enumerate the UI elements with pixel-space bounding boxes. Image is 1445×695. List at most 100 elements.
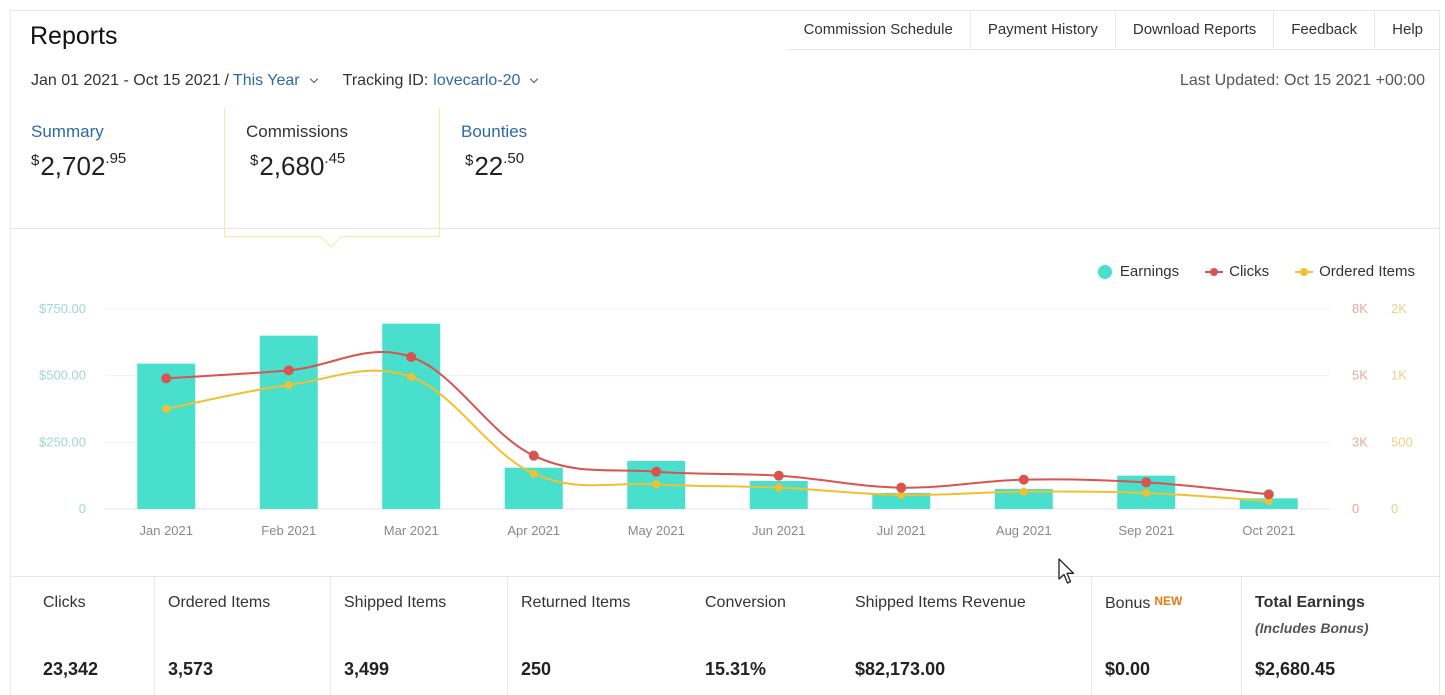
tracking-id-label: Tracking ID: xyxy=(342,72,429,89)
report-filters: Jan 01 2021 - Oct 15 2021 / This Year Tr… xyxy=(31,72,539,90)
stat-clicks-label: Clicks xyxy=(43,594,86,611)
y-right-clicks-tick-label: 3K xyxy=(1352,434,1368,449)
commissions-amount: $2,680.45 xyxy=(250,150,346,181)
stat-returned-items-value: 250 xyxy=(521,659,552,679)
x-tick-label: Jan 2021 xyxy=(140,523,194,538)
tab-commissions-label: Commissions xyxy=(246,122,349,141)
y-right-clicks-tick-label: 5K xyxy=(1352,368,1368,383)
top-nav: Commission Schedule Payment History Down… xyxy=(786,11,1440,50)
earnings-bar xyxy=(259,335,318,509)
clicks-point xyxy=(1018,474,1029,485)
ordered-items-point xyxy=(1019,487,1028,496)
commission-schedule-link[interactable]: Commission Schedule xyxy=(803,21,953,38)
x-tick-label: Mar 2021 xyxy=(384,523,439,538)
clicks-point xyxy=(651,466,662,477)
ordered-items-line xyxy=(166,369,1269,502)
x-tick-label: Jul 2021 xyxy=(877,523,926,538)
stat-total-earnings-value: $2,680.45 xyxy=(1255,659,1336,679)
stat-conversion-label: Conversion xyxy=(705,594,786,611)
stat-clicks: Clicks 23,342 xyxy=(30,577,154,695)
ordered-items-point xyxy=(162,405,171,413)
chart-legend: Earnings Clicks Ordered Items xyxy=(1072,263,1415,280)
stat-total-earnings-label: Total Earnings xyxy=(1255,594,1365,611)
x-tick-label: Apr 2021 xyxy=(507,523,560,538)
stat-shipped-items-revenue-label: Shipped Items Revenue xyxy=(855,594,1026,611)
payment-history-link[interactable]: Payment History xyxy=(969,11,1115,49)
last-updated-text: Last Updated: Oct 15 2021 +00:00 xyxy=(1179,72,1425,89)
clicks-point xyxy=(528,450,539,461)
clicks-point xyxy=(283,365,294,376)
y-right-items-tick-label: 0 xyxy=(1391,501,1398,516)
y-right-clicks-tick-label: 8K xyxy=(1352,301,1368,316)
y-left-tick-label: $750.00 xyxy=(39,301,86,316)
period-chevron-down-icon[interactable] xyxy=(309,74,318,84)
tracking-id-dropdown[interactable]: lovecarlo-20 xyxy=(433,72,521,89)
x-tick-label: Sep 2021 xyxy=(1118,523,1174,538)
period-dropdown[interactable]: This Year xyxy=(232,72,300,89)
ordered-items-point xyxy=(1142,489,1151,497)
tab-commissions[interactable]: Commissions $2,680.45 xyxy=(246,122,348,182)
ordered-items-point xyxy=(284,381,293,389)
tracking-id-chevron-down-icon[interactable] xyxy=(530,74,539,84)
x-tick-label: May 2021 xyxy=(628,523,685,538)
mouse-cursor-icon xyxy=(1058,558,1075,584)
y-right-items-tick-label: 2K xyxy=(1391,301,1407,316)
stat-total-earnings-note: (Includes Bonus) xyxy=(1255,620,1369,636)
clicks-legend-icon xyxy=(1205,267,1224,277)
ordered-items-legend-icon xyxy=(1295,267,1314,277)
clicks-point xyxy=(1141,477,1152,488)
stat-shipped-items: Shipped Items 3,499 xyxy=(330,577,507,695)
tabs-divider xyxy=(10,228,1440,229)
x-tick-label: Oct 2021 xyxy=(1242,523,1295,538)
stat-shipped-items-revenue: Shipped Items Revenue $82,173.00 xyxy=(842,577,1091,695)
clicks-point xyxy=(773,470,784,481)
earnings-legend-icon xyxy=(1097,264,1112,279)
stat-returned-items: Returned Items 250 xyxy=(507,577,692,695)
y-right-items-tick-label: 500 xyxy=(1391,434,1413,449)
stat-total-earnings: Total Earnings (Includes Bonus) $2,680.45 xyxy=(1241,577,1440,695)
earnings-bar xyxy=(382,323,441,509)
x-tick-label: Feb 2021 xyxy=(261,523,316,538)
ordered-items-point xyxy=(529,469,538,478)
stats-divider xyxy=(10,576,1440,577)
clicks-point xyxy=(161,373,172,384)
y-right-items-tick-label: 1K xyxy=(1391,368,1407,383)
help-link[interactable]: Help xyxy=(1374,11,1440,49)
stat-ordered-items: Ordered Items 3,573 xyxy=(154,577,330,695)
ordered-items-point xyxy=(1264,497,1273,505)
tab-summary[interactable]: Summary $2,702.95 xyxy=(31,122,126,182)
tab-bounties[interactable]: Bounties $22.50 xyxy=(461,122,527,182)
active-tab-pointer xyxy=(320,236,342,248)
clicks-point xyxy=(406,352,417,362)
legend-clicks[interactable]: Clicks xyxy=(1205,263,1269,280)
stat-ordered-items-label: Ordered Items xyxy=(168,594,271,611)
stat-shipped-items-revenue-value: $82,173.00 xyxy=(855,659,946,679)
tab-bounties-label: Bounties xyxy=(461,122,528,141)
stat-bonus-label: Bonus NEW xyxy=(1105,594,1183,612)
stat-ordered-items-value: 3,573 xyxy=(168,659,214,679)
new-badge: NEW xyxy=(1154,594,1183,608)
date-separator: / xyxy=(224,72,229,89)
ordered-items-point xyxy=(774,483,783,492)
y-left-tick-label: $500.00 xyxy=(39,368,86,383)
download-reports-link[interactable]: Download Reports xyxy=(1114,11,1273,49)
y-left-tick-label: $250.00 xyxy=(39,434,86,449)
earnings-bar xyxy=(994,489,1053,509)
legend-ordered-items[interactable]: Ordered Items xyxy=(1295,263,1415,280)
stat-shipped-items-label: Shipped Items xyxy=(344,594,447,611)
feedback-link[interactable]: Feedback xyxy=(1273,11,1374,49)
stat-conversion: Conversion 15.31% xyxy=(692,577,842,695)
report-panel xyxy=(10,10,1440,695)
date-range-text: Jan 01 2021 - Oct 15 2021 xyxy=(31,72,221,89)
ordered-items-point xyxy=(652,480,661,489)
legend-earnings[interactable]: Earnings xyxy=(1097,263,1179,280)
earnings-bar xyxy=(137,363,196,509)
tab-summary-label: Summary xyxy=(31,122,104,141)
earnings-chart: $750.00 8K 2K $500.00 5K 1K $250.00 3K 500 0 0 0 Jan… xyxy=(39,301,1413,538)
ordered-items-point xyxy=(407,373,416,381)
bounties-amount: $22.50 xyxy=(465,150,525,181)
clicks-point xyxy=(896,482,907,493)
stat-clicks-value: 23,342 xyxy=(43,659,99,679)
stat-conversion-value: 15.31% xyxy=(705,659,767,679)
x-tick-label: Aug 2021 xyxy=(996,523,1052,538)
